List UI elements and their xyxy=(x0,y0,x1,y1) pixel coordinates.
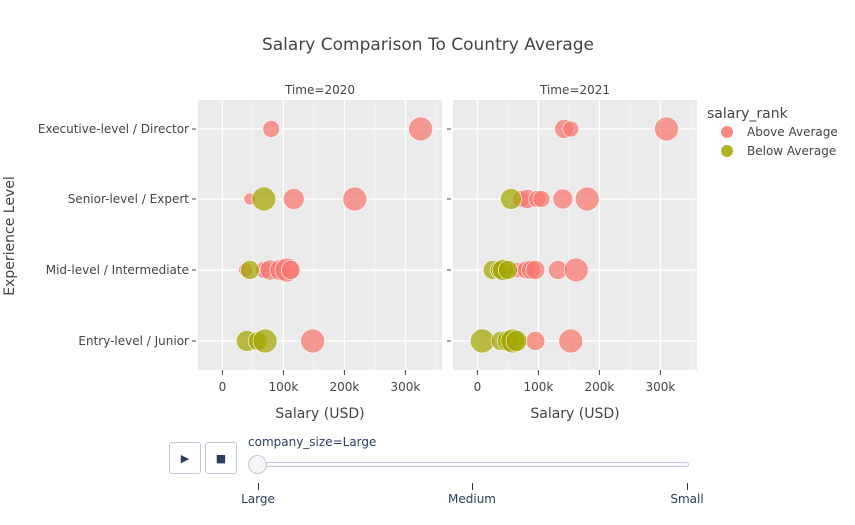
data-point xyxy=(552,188,574,210)
y-tick-label: Entry-level / Junior xyxy=(78,334,189,348)
legend-title: salary_rank xyxy=(707,106,789,122)
data-point xyxy=(654,116,679,142)
slider-tick xyxy=(687,483,688,490)
panel-title: Time=2021 xyxy=(539,83,610,97)
legend-marker xyxy=(721,126,733,138)
data-point xyxy=(563,257,589,283)
play-button[interactable]: ▶ xyxy=(169,442,201,474)
y-axis-title: Experience Level xyxy=(2,176,18,295)
x-tick-label: 0 xyxy=(474,380,482,394)
x-tick-label: 300k xyxy=(645,380,675,394)
stop-icon: ■ xyxy=(215,451,227,465)
y-tick-label: Mid-level / Intermediate xyxy=(46,263,189,277)
data-point xyxy=(469,328,495,354)
slider-step-small[interactable]: Small xyxy=(670,492,704,506)
legend-marker xyxy=(721,145,733,157)
data-point xyxy=(251,186,277,212)
data-point xyxy=(498,260,518,280)
data-point xyxy=(252,328,278,354)
x-tick-label: 100k xyxy=(268,380,298,394)
play-icon: ▶ xyxy=(180,451,190,465)
data-point xyxy=(574,186,600,212)
data-point xyxy=(558,328,584,354)
chart-title: Salary Comparison To Country Average xyxy=(262,35,594,55)
y-tick-label: Executive-level / Director xyxy=(38,122,189,136)
slider-tick xyxy=(258,483,259,490)
slider-step-large[interactable]: Large xyxy=(241,492,275,506)
plot-area xyxy=(198,100,442,370)
slider-current-value: company_size=Large xyxy=(248,435,377,449)
data-point xyxy=(240,260,260,280)
data-point xyxy=(500,188,522,210)
data-point xyxy=(408,116,433,142)
slider-tick xyxy=(472,483,473,490)
slider-step-medium[interactable]: Medium xyxy=(448,492,496,506)
data-point xyxy=(532,190,551,208)
data-point xyxy=(300,328,325,354)
data-point xyxy=(505,330,528,352)
data-point xyxy=(280,260,301,280)
data-point xyxy=(282,188,305,210)
data-point xyxy=(342,186,368,212)
stop-button[interactable]: ■ xyxy=(205,442,237,474)
data-point xyxy=(525,260,546,280)
panel-title: Time=2020 xyxy=(284,83,355,97)
x-tick-label: 300k xyxy=(390,380,420,394)
x-tick-label: 200k xyxy=(584,380,614,394)
x-tick-label: 200k xyxy=(329,380,359,394)
data-point xyxy=(525,331,546,351)
x-axis-title: Salary (USD) xyxy=(530,406,619,422)
x-tick-label: 0 xyxy=(219,380,227,394)
x-axis-title: Salary (USD) xyxy=(275,406,364,422)
slider-rail[interactable] xyxy=(258,462,689,467)
y-tick-label: Senior-level / Expert xyxy=(68,192,190,206)
x-tick-label: 100k xyxy=(523,380,553,394)
data-point xyxy=(262,120,281,138)
legend-label: Below Average xyxy=(747,144,836,158)
slider-handle[interactable] xyxy=(248,455,267,474)
plot-area xyxy=(453,100,697,370)
data-point xyxy=(562,120,580,138)
legend-label: Above Average xyxy=(747,125,838,139)
